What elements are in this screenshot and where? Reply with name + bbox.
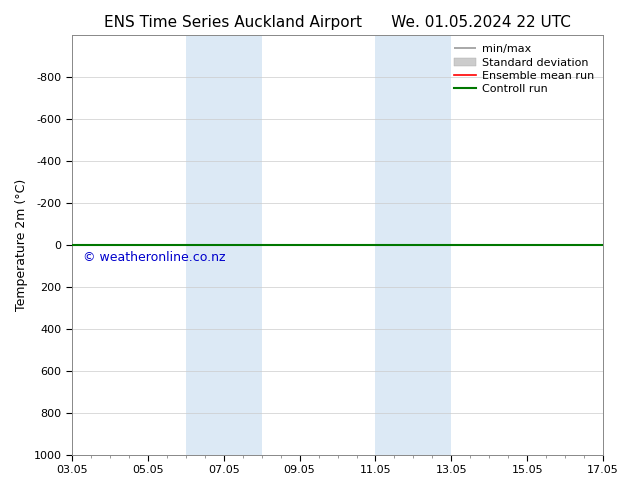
Bar — [186, 35, 262, 455]
Text: © weatheronline.co.nz: © weatheronline.co.nz — [83, 251, 226, 264]
Y-axis label: Temperature 2m (°C): Temperature 2m (°C) — [15, 179, 28, 311]
Title: ENS Time Series Auckland Airport      We. 01.05.2024 22 UTC: ENS Time Series Auckland Airport We. 01.… — [104, 15, 571, 30]
Legend: min/max, Standard deviation, Ensemble mean run, Controll run: min/max, Standard deviation, Ensemble me… — [451, 41, 598, 98]
Bar — [375, 35, 451, 455]
